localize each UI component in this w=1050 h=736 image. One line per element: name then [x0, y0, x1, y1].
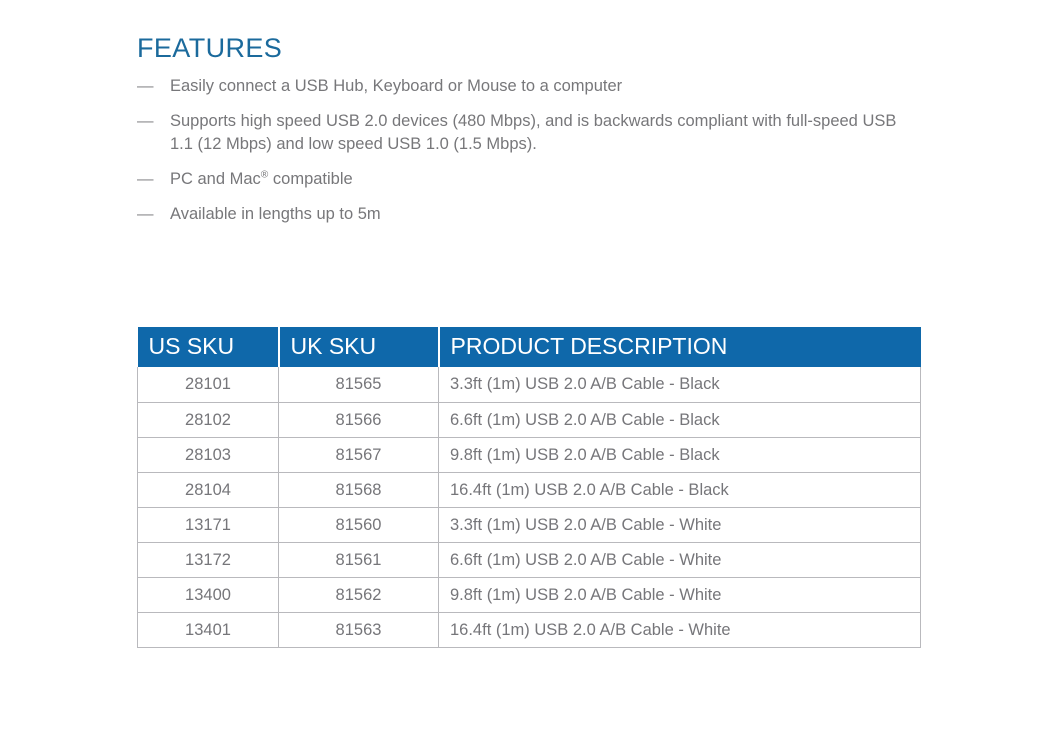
column-header-product-description: PRODUCT DESCRIPTION	[438, 327, 921, 367]
table-row: 13172 81561 6.6ft (1m) USB 2.0 A/B Cable…	[137, 542, 921, 578]
cell-us-sku: 28104	[137, 472, 279, 508]
cell-product-description: 3.3ft (1m) USB 2.0 A/B Cable - White	[438, 507, 921, 543]
features-list: — Easily connect a USB Hub, Keyboard or …	[137, 75, 927, 226]
feature-list-item: — Easily connect a USB Hub, Keyboard or …	[137, 75, 927, 98]
cell-uk-sku: 81566	[278, 402, 439, 438]
em-dash-bullet-icon: —	[137, 170, 154, 188]
column-header-uk-sku: UK SKU	[278, 327, 440, 367]
table-row: 28102 81566 6.6ft (1m) USB 2.0 A/B Cable…	[137, 402, 921, 438]
cell-uk-sku: 81567	[278, 437, 439, 473]
cell-us-sku: 28101	[137, 367, 279, 403]
feature-item-text: Available in lengths up to 5m	[170, 205, 381, 223]
sku-table: US SKU UK SKU PRODUCT DESCRIPTION 28101 …	[137, 327, 921, 648]
table-row: 28101 81565 3.3ft (1m) USB 2.0 A/B Cable…	[137, 367, 921, 403]
sku-table-container: US SKU UK SKU PRODUCT DESCRIPTION 28101 …	[137, 327, 921, 648]
feature-list-item: — PC and Mac® compatible	[137, 168, 927, 191]
cell-us-sku: 13401	[137, 612, 279, 648]
cell-uk-sku: 81568	[278, 472, 439, 508]
cell-us-sku: 13171	[137, 507, 279, 543]
cell-uk-sku: 81562	[278, 577, 439, 613]
cell-product-description: 9.8ft (1m) USB 2.0 A/B Cable - Black	[438, 437, 921, 473]
cell-us-sku: 28103	[137, 437, 279, 473]
table-row: 13171 81560 3.3ft (1m) USB 2.0 A/B Cable…	[137, 507, 921, 543]
features-section: FEATURES — Easily connect a USB Hub, Key…	[137, 32, 927, 226]
table-row: 28104 81568 16.4ft (1m) USB 2.0 A/B Cabl…	[137, 472, 921, 508]
sku-table-body: 28101 81565 3.3ft (1m) USB 2.0 A/B Cable…	[137, 367, 921, 648]
cell-uk-sku: 81563	[278, 612, 439, 648]
cell-product-description: 16.4ft (1m) USB 2.0 A/B Cable - Black	[438, 472, 921, 508]
column-header-us-sku: US SKU	[137, 327, 280, 367]
cell-us-sku: 13400	[137, 577, 279, 613]
em-dash-bullet-icon: —	[137, 205, 154, 223]
table-row: 28103 81567 9.8ft (1m) USB 2.0 A/B Cable…	[137, 437, 921, 473]
cell-uk-sku: 81561	[278, 542, 439, 578]
table-row: 13400 81562 9.8ft (1m) USB 2.0 A/B Cable…	[137, 577, 921, 613]
feature-item-text: Supports high speed USB 2.0 devices (480…	[170, 112, 897, 153]
feature-item-text: Easily connect a USB Hub, Keyboard or Mo…	[170, 77, 623, 95]
em-dash-bullet-icon: —	[137, 112, 154, 130]
cell-product-description: 6.6ft (1m) USB 2.0 A/B Cable - Black	[438, 402, 921, 438]
feature-list-item: — Available in lengths up to 5m	[137, 203, 927, 226]
sku-table-head: US SKU UK SKU PRODUCT DESCRIPTION	[137, 327, 921, 367]
feature-item-text-after-trademark: compatible	[268, 170, 353, 188]
feature-item-text-before-trademark: PC and Mac	[170, 170, 261, 188]
feature-list-item: — Supports high speed USB 2.0 devices (4…	[137, 110, 927, 156]
cell-product-description: 9.8ft (1m) USB 2.0 A/B Cable - White	[438, 577, 921, 613]
feature-item-text: PC and Mac® compatible	[170, 168, 907, 191]
table-row: 13401 81563 16.4ft (1m) USB 2.0 A/B Cabl…	[137, 612, 921, 648]
cell-us-sku: 28102	[137, 402, 279, 438]
cell-uk-sku: 81565	[278, 367, 439, 403]
cell-us-sku: 13172	[137, 542, 279, 578]
cell-product-description: 16.4ft (1m) USB 2.0 A/B Cable - White	[438, 612, 921, 648]
registered-trademark-icon: ®	[260, 169, 269, 181]
table-header-row: US SKU UK SKU PRODUCT DESCRIPTION	[137, 327, 921, 367]
cell-product-description: 6.6ft (1m) USB 2.0 A/B Cable - White	[438, 542, 921, 578]
cell-uk-sku: 81560	[278, 507, 439, 543]
features-heading: FEATURES	[137, 33, 283, 63]
cell-product-description: 3.3ft (1m) USB 2.0 A/B Cable - Black	[438, 367, 921, 403]
em-dash-bullet-icon: —	[137, 77, 154, 95]
